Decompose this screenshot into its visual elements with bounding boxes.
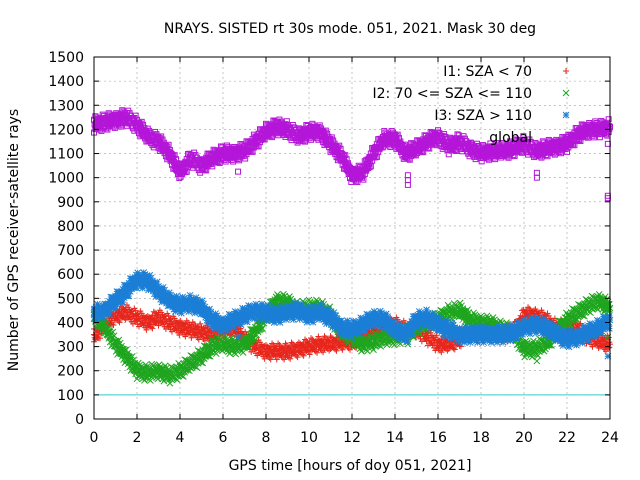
data-point [119, 298, 127, 306]
data-point [573, 341, 580, 349]
data-point [321, 333, 328, 340]
data-point [197, 320, 204, 327]
data-point [125, 292, 133, 300]
data-point [180, 326, 187, 333]
data-point [187, 327, 194, 334]
data-point [113, 316, 120, 323]
data-point [97, 335, 104, 342]
data-point [149, 325, 156, 332]
data-point [199, 331, 206, 338]
data-point [116, 319, 123, 326]
data-point [132, 307, 139, 314]
data-point [605, 325, 613, 332]
chart-title: NRAYS. SISTED rt 30s mode. 051, 2021. Ma… [164, 21, 536, 37]
data-point [201, 330, 208, 337]
series-4 [91, 107, 613, 202]
data-point [193, 329, 200, 336]
data-point [408, 331, 416, 338]
data-point [201, 325, 208, 332]
data-point [182, 320, 189, 327]
data-point [168, 328, 175, 335]
data-point [188, 322, 195, 329]
data-marks [90, 107, 614, 387]
data-point [110, 322, 117, 329]
grid [94, 57, 610, 419]
data-point [182, 333, 189, 340]
data-point [273, 356, 280, 363]
data-point [117, 311, 124, 318]
data-point [188, 334, 195, 341]
data-point [195, 329, 202, 336]
data-point [162, 325, 169, 332]
data-point [181, 326, 188, 333]
data-point [112, 305, 119, 313]
outlier-point [404, 338, 412, 346]
data-point [106, 310, 113, 318]
data-point [114, 313, 121, 320]
data-point [143, 326, 150, 333]
data-point [201, 337, 208, 344]
data-point [136, 323, 143, 330]
outlier-point [234, 333, 242, 341]
data-point [176, 319, 183, 326]
data-point [148, 324, 155, 331]
data-point [165, 312, 172, 319]
outlier-point [533, 357, 541, 365]
data-point [119, 304, 126, 311]
data-point [390, 317, 398, 324]
data-point [195, 336, 202, 343]
data-point [129, 320, 136, 327]
data-point [195, 323, 202, 330]
data-point [155, 322, 162, 329]
data-point [153, 278, 161, 286]
